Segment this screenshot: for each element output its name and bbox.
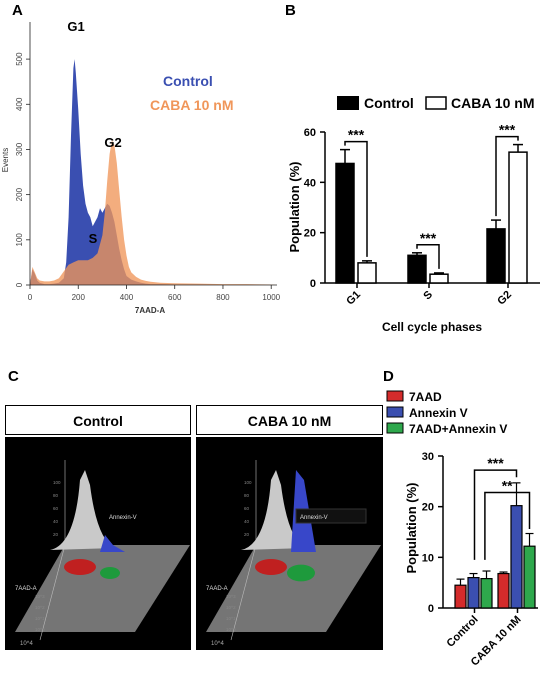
significance-label: *** xyxy=(499,122,516,138)
histogram-y-tick-label: 300 xyxy=(15,142,24,156)
bars-b-y-tick-label: 40 xyxy=(304,177,316,189)
histogram-y-tick-label: 0 xyxy=(15,282,24,287)
depth-axis-line xyxy=(39,544,66,641)
legend-swatch xyxy=(386,422,404,434)
depth-tick-label: 10^0 xyxy=(35,627,45,632)
peak-label-s: S xyxy=(89,231,98,246)
significance-bracket xyxy=(344,140,368,257)
bars-b-x-axis-label: Cell cycle phases xyxy=(382,320,482,334)
z-tick-label: 40 xyxy=(244,519,250,524)
bars-d-y-tick-label: 10 xyxy=(422,552,434,564)
histogram-y-tick-label: 100 xyxy=(15,233,24,247)
panel-letter-d: D xyxy=(383,368,394,385)
panel-letter-c: C xyxy=(8,368,19,385)
histogram-x-tick-label: 800 xyxy=(216,293,230,302)
histogram-x-tick-label: 0 xyxy=(28,293,33,302)
histogram-y-tick-label: 400 xyxy=(15,97,24,111)
axis-label-7aad: 7AAD-A xyxy=(15,586,37,592)
legend-label: 7AAD+Annexin V xyxy=(409,422,507,436)
legend-label: 7AAD xyxy=(409,390,442,404)
legend-label-caba: CABA 10 nM xyxy=(150,97,234,113)
significance-bracket xyxy=(416,244,440,269)
legend-label-caba: CABA 10 nM xyxy=(451,95,535,111)
grey-peak xyxy=(50,470,115,550)
significance-bracket xyxy=(484,491,531,560)
panel-c-plot-control: 7AAD-A Annexin-V 10^4 100 80 60 40 20 10^3 10^2 10… xyxy=(5,437,191,650)
bars-d-y-axis-label: Population (%) xyxy=(404,483,419,574)
bars-d-y-tick-label: 0 xyxy=(428,603,434,615)
depth-tick-label: 10^3 xyxy=(35,594,45,599)
depth-tick-label: 10^3 xyxy=(226,594,236,599)
double-positive-cluster xyxy=(287,564,315,582)
floor-plane xyxy=(206,545,381,632)
histogram-x-tick-label: 600 xyxy=(168,293,182,302)
depth-tick-label: 10^1 xyxy=(226,616,236,621)
histogram-x-tick-label: 400 xyxy=(120,293,134,302)
z-tick-label: 60 xyxy=(53,506,59,511)
bars-b-y-tick-label: 20 xyxy=(304,228,316,240)
z-tick-label: 100 xyxy=(244,480,252,485)
annexin-ridge xyxy=(100,535,125,552)
7aad-cluster xyxy=(64,559,96,575)
significance-label: ** xyxy=(502,477,513,493)
legend-swatch xyxy=(386,406,404,418)
depth-axis-line xyxy=(230,544,257,641)
legend-swatch-control xyxy=(337,96,359,110)
legend-swatch-caba xyxy=(425,96,447,110)
significance-label: *** xyxy=(487,455,504,471)
depth-tick-label: 10^0 xyxy=(226,627,236,632)
histogram-y-axis-label: Events xyxy=(1,148,10,172)
legend-label: Annexin V xyxy=(409,406,468,420)
bars-d-y-tick-label: 20 xyxy=(422,502,434,514)
significance-bracket xyxy=(495,135,519,217)
legend-label-control: Control xyxy=(364,95,414,111)
peak-label-g1: G1 xyxy=(67,19,84,34)
significance-label: *** xyxy=(348,127,365,143)
histogram-x-tick-label: 1000 xyxy=(262,293,280,302)
z-tick-label: 100 xyxy=(53,480,61,485)
histogram-y-tick-label: 500 xyxy=(15,52,24,66)
grey-peak xyxy=(241,470,306,550)
peak-label-g2: G2 xyxy=(104,135,121,150)
legend-swatch xyxy=(386,390,404,402)
legend-label-control: Control xyxy=(163,73,213,89)
z-tick-label: 80 xyxy=(244,493,250,498)
z-tick-label: 20 xyxy=(53,532,59,537)
axis-label-7aad: 7AAD-A xyxy=(206,586,228,592)
histogram-y-tick-label: 200 xyxy=(15,187,24,201)
panel-c-plot-caba: 7AAD-A Annexin-V 10^4 100 80 60 40 20 10^3 10^2 10… xyxy=(196,437,383,650)
significance-label: *** xyxy=(420,230,437,246)
depth-tick-label: 10^1 xyxy=(35,616,45,621)
axis-label-annexin: Annexin-V xyxy=(109,515,137,521)
panel-c-header-caba: CABA 10 nM xyxy=(196,405,383,435)
panel-letter-a: A xyxy=(12,2,23,19)
histogram-area-control xyxy=(30,59,277,285)
histogram-x-tick-label: 200 xyxy=(72,293,86,302)
annexin-label-box xyxy=(295,508,367,524)
depth-tick-label: 10^2 xyxy=(226,605,236,610)
bars-b-y-tick-label: 0 xyxy=(310,278,316,290)
axis-label-corner: 10^4 xyxy=(20,641,33,647)
depth-tick-label: 10^2 xyxy=(35,605,45,610)
bars-d-y-tick-label: 30 xyxy=(422,451,434,463)
z-tick-label: 80 xyxy=(53,493,59,498)
floor-plane xyxy=(15,545,190,632)
panel-letter-b: B xyxy=(285,2,296,19)
axis-label-annexin: Annexin-V xyxy=(300,515,328,521)
double-positive-cluster xyxy=(100,567,120,579)
axis-label-corner: 10^4 xyxy=(211,641,224,647)
panel-c-header-control: Control xyxy=(5,405,191,435)
7aad-cluster xyxy=(255,559,287,575)
significance-bracket xyxy=(473,469,518,560)
z-tick-label: 20 xyxy=(244,532,250,537)
z-tick-label: 40 xyxy=(53,519,59,524)
histogram-x-axis-label: 7AAD-A xyxy=(135,306,165,315)
z-tick-label: 60 xyxy=(244,506,250,511)
bars-b-y-axis-label: Population (%) xyxy=(287,162,302,253)
bars-b-y-tick-label: 60 xyxy=(304,127,316,139)
